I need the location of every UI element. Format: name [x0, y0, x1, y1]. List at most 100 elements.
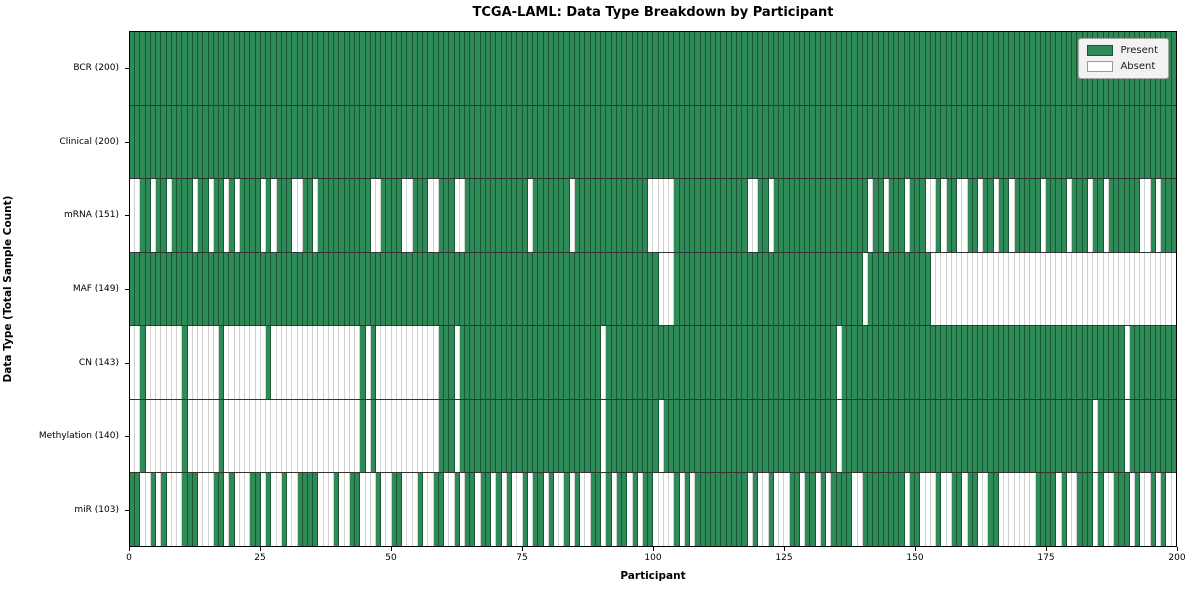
heatmap-cell: [962, 32, 968, 105]
heatmap-cell: [1035, 179, 1041, 252]
heatmap-cell: [1066, 326, 1073, 399]
heatmap-cell: [962, 326, 968, 399]
heatmap-cell: [307, 473, 314, 547]
heatmap-cell: [1135, 326, 1141, 399]
heatmap-cell: [1155, 473, 1162, 547]
heatmap-cell: [177, 326, 183, 399]
heatmap-cell: [349, 399, 356, 473]
heatmap-cell: [171, 326, 178, 399]
heatmap-cell: [1014, 105, 1020, 179]
heatmap-cell: [758, 473, 764, 547]
heatmap-cell: [1135, 179, 1141, 252]
heatmap-cell: [533, 326, 539, 399]
heatmap-cell: [491, 473, 497, 547]
heatmap-cell: [789, 326, 795, 399]
heatmap-cell: [669, 473, 675, 547]
heatmap-cell: [198, 473, 204, 547]
heatmap-cell: [820, 252, 827, 326]
heatmap-cell: [307, 32, 314, 105]
heatmap-cell: [402, 473, 408, 547]
heatmap-cell: [198, 326, 204, 399]
heatmap-cell: [276, 32, 282, 105]
heatmap-cell: [1135, 473, 1141, 547]
heatmap-cell: [166, 473, 172, 547]
heatmap-cell: [1072, 399, 1078, 473]
heatmap-cell: [941, 105, 947, 179]
heatmap-cell: [349, 473, 356, 547]
heatmap-cell: [742, 32, 748, 105]
heatmap-cell: [873, 179, 879, 252]
heatmap-cell: [402, 399, 408, 473]
heatmap-cell: [868, 179, 874, 252]
heatmap-cell: [810, 326, 816, 399]
heatmap-cell: [831, 105, 837, 179]
heatmap-cell: [616, 473, 623, 547]
heatmap-cell: [396, 252, 403, 326]
heatmap-cell: [601, 252, 607, 326]
heatmap-cell: [213, 179, 219, 252]
heatmap-cell: [444, 179, 450, 252]
heatmap-cell: [376, 252, 382, 326]
heatmap-cell: [313, 326, 319, 399]
heatmap-cell: [166, 105, 172, 179]
heatmap-cell: [323, 326, 329, 399]
heatmap-cell: [941, 179, 947, 252]
heatmap-cell: [501, 399, 507, 473]
heatmap-cell: [883, 399, 889, 473]
heatmap-cell: [1066, 105, 1073, 179]
heatmap-cell: [957, 32, 963, 105]
heatmap-cell: [522, 399, 528, 473]
heatmap-cell: [1066, 399, 1073, 473]
heatmap-cell: [731, 326, 738, 399]
heatmap-cell: [878, 399, 884, 473]
heatmap-cell: [951, 473, 958, 547]
heatmap-cell: [873, 105, 879, 179]
heatmap-cell: [407, 252, 413, 326]
heatmap-cell: [606, 32, 612, 105]
heatmap-cell: [1030, 32, 1036, 105]
heatmap-cell: [601, 399, 607, 473]
heatmap-cell: [705, 326, 712, 399]
heatmap-cell: [213, 326, 219, 399]
heatmap-cell: [150, 179, 157, 252]
heatmap-cell: [936, 179, 942, 252]
heatmap-cell: [611, 326, 617, 399]
heatmap-cell: [1046, 252, 1052, 326]
heatmap-cell: [553, 252, 560, 326]
heatmap-cell: [779, 179, 785, 252]
heatmap-cell: [658, 179, 664, 252]
heatmap-cell: [747, 326, 753, 399]
heatmap-cell: [260, 399, 267, 473]
heatmap-cell: [428, 105, 434, 179]
heatmap-cell: [182, 252, 188, 326]
heatmap-cell: [166, 326, 172, 399]
heatmap-cell: [590, 473, 596, 547]
heatmap-cell: [433, 105, 439, 179]
heatmap-cell: [1114, 252, 1120, 326]
heatmap-cell: [742, 179, 748, 252]
heatmap-cell: [857, 32, 863, 105]
heatmap-cell: [522, 105, 528, 179]
heatmap-cell: [402, 326, 408, 399]
heatmap-cell: [370, 179, 377, 252]
heatmap-cell: [632, 105, 638, 179]
heatmap-cell: [1140, 326, 1146, 399]
heatmap-cell: [1145, 252, 1151, 326]
heatmap-cell: [946, 326, 952, 399]
heatmap-cell: [208, 399, 214, 473]
heatmap-cell: [553, 473, 560, 547]
x-tick-mark: [260, 547, 261, 551]
heatmap-cell: [512, 326, 518, 399]
heatmap-cell: [339, 399, 345, 473]
heatmap-cell: [250, 179, 256, 252]
heatmap-cell: [297, 105, 303, 179]
heatmap-cell: [428, 32, 434, 105]
heatmap-cell: [224, 179, 230, 252]
heatmap-cell: [323, 399, 329, 473]
heatmap-cell: [836, 179, 842, 252]
heatmap-cell: [852, 326, 858, 399]
heatmap-cell: [501, 179, 507, 252]
legend-label-absent: Absent: [1120, 61, 1156, 72]
heatmap-cell: [480, 473, 486, 547]
heatmap-cell: [287, 32, 293, 105]
